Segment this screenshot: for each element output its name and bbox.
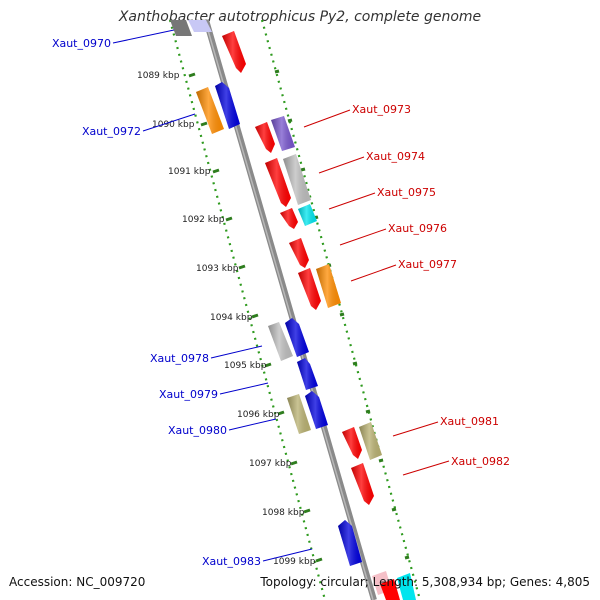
kbp-label: 1096 kbp <box>237 410 280 420</box>
minor-tick <box>391 507 397 512</box>
leader-line <box>142 113 196 132</box>
kbp-label: 1098 kbp <box>262 508 305 518</box>
reverse-gene-labels: Xaut_0970 Xaut_0972 Xaut_0978 Xaut_0979 … <box>52 37 261 568</box>
kbp-label: 1094 kbp <box>210 313 253 323</box>
kbp-label: 1095 kbp <box>224 361 267 371</box>
minor-tick <box>378 458 384 463</box>
gene-blue-1090-overlay <box>215 82 240 129</box>
gene-xaut-0979-overlay <box>297 358 318 390</box>
accession-label: Accession: NC_009720 <box>9 575 146 589</box>
minor-tick <box>365 409 371 414</box>
leader-line <box>328 192 376 210</box>
leader-line <box>318 156 365 174</box>
leader-line <box>228 418 277 431</box>
gene-xaut-0973-overlay <box>255 122 275 153</box>
leader-line <box>392 421 439 437</box>
kbp-label: 1090 kbp <box>152 120 195 130</box>
kbp-tick-marks <box>188 72 323 563</box>
gene-xaut-0971-segment[interactable] <box>188 20 212 32</box>
gene-label[interactable]: Xaut_0982 <box>451 455 510 468</box>
gene-xaut-0976-overlay <box>289 238 309 268</box>
leader-line <box>210 345 263 359</box>
minor-tick <box>404 555 410 560</box>
gene-xaut-0977-overlay <box>298 268 321 310</box>
gene-xaut-0975-overlay <box>280 208 298 229</box>
leader-line <box>339 228 387 246</box>
kbp-label: 1097 kbp <box>249 459 292 469</box>
gene-xaut-0980-olive-overlay <box>287 394 311 434</box>
gene-label[interactable]: Xaut_0978 <box>150 352 209 365</box>
gene-xaut-0975-cyan-overlay <box>298 204 317 226</box>
minor-tick <box>274 69 280 74</box>
gene-xaut-0973-purple-overlay <box>271 116 295 151</box>
reverse-genes <box>170 20 362 566</box>
kbp-tick <box>238 264 246 270</box>
gene-xaut-0980-overlay <box>305 391 328 429</box>
gene-label[interactable]: Xaut_0983 <box>202 555 261 568</box>
gene-bottom-cyan[interactable] <box>397 573 416 600</box>
leader-line <box>402 460 450 476</box>
kbp-tick <box>277 410 285 416</box>
reverse-leader-lines <box>112 29 313 562</box>
gene-xaut-0978-overlay <box>285 318 309 357</box>
kbp-tick <box>188 72 196 78</box>
minor-tick <box>352 361 358 366</box>
forward-gene-labels: Xaut_0973 Xaut_0974 Xaut_0975 Xaut_0976 … <box>352 103 510 468</box>
gene-label[interactable]: Xaut_0976 <box>388 222 447 235</box>
minor-tick <box>339 312 345 317</box>
gene-bottom-red[interactable] <box>380 579 400 600</box>
gene-xaut-0978-grey-overlay <box>268 322 293 361</box>
gene-xaut-0981-olive-overlay <box>359 422 382 460</box>
kbp-label: 1092 kbp <box>182 215 225 225</box>
forward-leader-lines <box>303 109 450 476</box>
leader-line <box>350 264 397 282</box>
leader-line <box>303 109 351 128</box>
kbp-tick <box>225 216 233 222</box>
gene-xaut-0983-overlay <box>338 520 362 566</box>
gene-label[interactable]: Xaut_0977 <box>398 258 457 271</box>
kbp-label: 1089 kbp <box>137 71 180 81</box>
genome-summary: Topology: circular; Length: 5,308,934 bp… <box>260 575 590 589</box>
gene-xaut-0972-overlay <box>196 87 224 134</box>
gene-xaut-0977-orange-overlay <box>316 264 341 308</box>
kbp-label: 1099 kbp <box>273 557 316 567</box>
gene-xaut-0981-overlay <box>342 427 362 459</box>
gene-red-top-overlay <box>222 31 246 73</box>
gene-label[interactable]: Xaut_0981 <box>440 415 499 428</box>
gene-label[interactable]: Xaut_0970 <box>52 37 111 50</box>
gene-label[interactable]: Xaut_0974 <box>366 150 425 163</box>
map-title: Xanthobacter autotrophicus Py2, complete… <box>118 9 482 25</box>
gene-label[interactable]: Xaut_0979 <box>159 388 218 401</box>
minor-tick <box>300 167 306 172</box>
forward-genes <box>222 31 416 600</box>
gene-label[interactable]: Xaut_0972 <box>82 125 141 138</box>
gene-xaut-0974-overlay <box>265 158 291 207</box>
leader-line <box>262 548 313 562</box>
kbp-tick <box>200 121 208 127</box>
gene-xaut-0970-segment[interactable] <box>170 20 192 36</box>
minor-tick <box>287 118 293 123</box>
gene-xaut-0974-grey-overlay <box>283 154 311 205</box>
kbp-tick <box>303 508 311 514</box>
gene-label[interactable]: Xaut_0980 <box>168 424 227 437</box>
gene-xaut-0982-overlay <box>351 463 374 505</box>
kbp-tick <box>315 557 323 563</box>
leader-line <box>112 29 175 44</box>
kbp-label: 1093 kbp <box>196 264 239 274</box>
kbp-tick <box>212 168 220 174</box>
leader-line <box>219 382 269 395</box>
kbp-tick <box>290 460 298 466</box>
gene-label[interactable]: Xaut_0975 <box>377 186 436 199</box>
kbp-labels: 1089 kbp 1090 kbp 1091 kbp 1092 kbp 1093… <box>137 71 316 567</box>
kbp-label: 1091 kbp <box>168 167 211 177</box>
kbp-tick <box>251 313 259 319</box>
kbp-tick <box>264 362 272 368</box>
gene-label[interactable]: Xaut_0973 <box>352 103 411 116</box>
